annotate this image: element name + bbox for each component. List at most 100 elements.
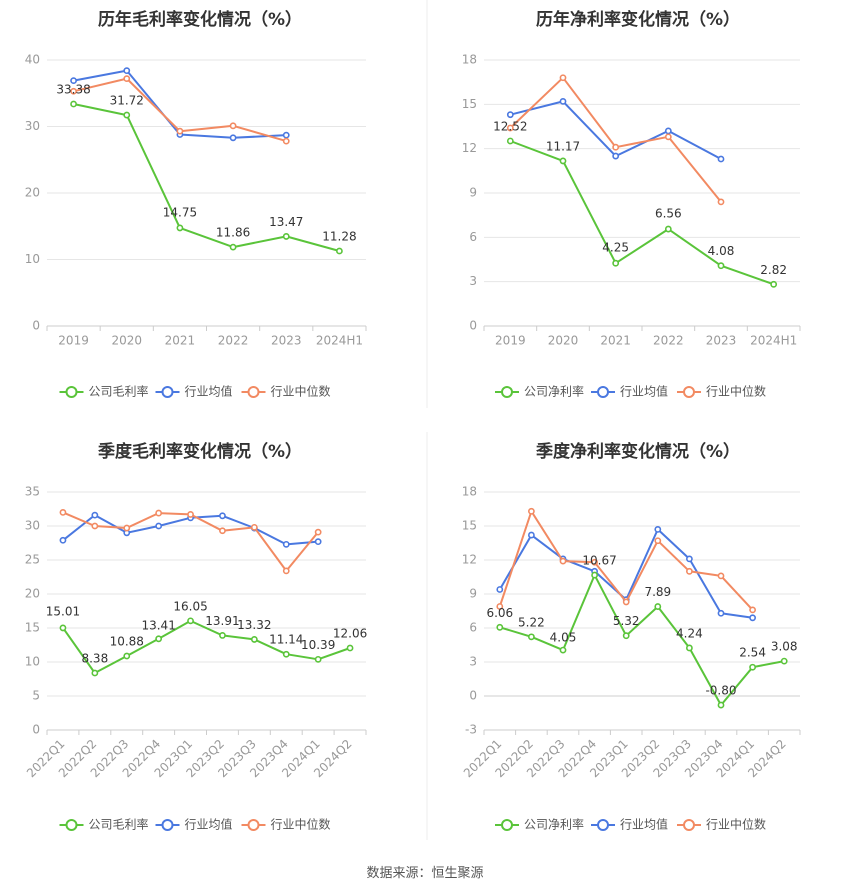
data-point-company bbox=[622, 632, 630, 640]
data-point-industry_median bbox=[250, 523, 258, 531]
legend-marker bbox=[161, 386, 174, 398]
y-tick-label: 9 bbox=[469, 186, 477, 200]
data-label: 4.25 bbox=[602, 241, 629, 255]
data-point-industry_mean bbox=[612, 152, 620, 160]
data-point-industry_mean bbox=[686, 555, 693, 563]
data-label: 10.39 bbox=[301, 638, 335, 652]
data-label: 2.54 bbox=[739, 646, 766, 660]
series-line-company bbox=[73, 103, 340, 252]
data-label: 13.32 bbox=[237, 618, 271, 632]
legend-marker bbox=[683, 819, 695, 831]
data-point-industry_mean bbox=[528, 531, 535, 539]
data-point-company bbox=[528, 633, 535, 641]
series-line-industry_median bbox=[509, 76, 722, 203]
data-label: 11.14 bbox=[269, 633, 303, 647]
y-tick-label: 0 bbox=[469, 689, 477, 703]
legend-marker bbox=[247, 819, 260, 831]
y-tick-label: 6 bbox=[469, 621, 477, 635]
data-point-company bbox=[559, 646, 567, 654]
legend-marker bbox=[597, 386, 609, 398]
data-label: 2.82 bbox=[760, 263, 787, 277]
data-point-industry_mean bbox=[664, 127, 672, 135]
data-point-industry_median bbox=[123, 75, 131, 83]
data-source-note: 数据来源：恒生聚源 bbox=[366, 866, 484, 881]
x-tick-label: 2021 bbox=[600, 334, 631, 348]
legend-item-industry_mean: 行业均值 bbox=[155, 384, 233, 399]
data-label: 10.67 bbox=[582, 554, 616, 568]
chart-title: 历年净利率变化情况（%） bbox=[536, 9, 740, 30]
x-tick-label: 2021 bbox=[165, 334, 196, 348]
legend-label: 公司净利率 bbox=[524, 384, 584, 399]
data-point-company bbox=[780, 657, 788, 665]
data-point-industry_median bbox=[219, 527, 226, 535]
y-tick-label: 6 bbox=[469, 230, 477, 244]
data-point-industry_mean bbox=[123, 67, 131, 75]
x-tick-label: 2022 bbox=[218, 334, 249, 348]
x-tick-label: 2023 bbox=[271, 334, 302, 348]
data-point-industry_mean bbox=[314, 538, 322, 546]
chart-title: 季度毛利率变化情况（%） bbox=[98, 441, 302, 462]
x-tick-label: 2024H1 bbox=[750, 334, 797, 348]
data-point-company bbox=[155, 635, 163, 643]
data-label: 4.24 bbox=[676, 626, 703, 640]
legend-marker bbox=[501, 819, 513, 831]
series-line-company bbox=[499, 574, 785, 707]
data-point-industry_mean bbox=[506, 111, 514, 119]
data-point-company bbox=[282, 233, 290, 240]
legend-label: 行业均值 bbox=[185, 817, 233, 832]
data-point-industry_median bbox=[559, 74, 567, 82]
data-label: 3.08 bbox=[771, 640, 798, 654]
legend-label: 行业中位数 bbox=[706, 817, 766, 832]
series-line-company bbox=[509, 140, 775, 286]
legend-label: 行业均值 bbox=[185, 384, 233, 399]
data-point-industry_mean bbox=[559, 97, 567, 105]
data-point-company bbox=[346, 644, 354, 652]
y-tick-label: 10 bbox=[25, 655, 40, 669]
data-label: 5.22 bbox=[518, 615, 545, 629]
legend-item-industry_median: 行业中位数 bbox=[677, 384, 766, 399]
legend-label: 行业中位数 bbox=[271, 817, 331, 832]
data-point-industry_median bbox=[155, 509, 163, 517]
data-point-company bbox=[91, 669, 99, 677]
y-tick-label: 0 bbox=[32, 319, 40, 333]
data-label: 11.17 bbox=[546, 139, 580, 153]
y-tick-label: 18 bbox=[462, 485, 477, 499]
legend-item-industry_median: 行业中位数 bbox=[677, 817, 766, 832]
legend-label: 行业均值 bbox=[620, 817, 668, 832]
legend-item-industry_median: 行业中位数 bbox=[241, 817, 331, 832]
data-label: 6.06 bbox=[486, 606, 513, 620]
legend-marker bbox=[65, 819, 78, 831]
data-label: 11.28 bbox=[322, 229, 356, 243]
data-label: 14.75 bbox=[163, 205, 197, 219]
data-point-industry_mean bbox=[70, 77, 77, 85]
chart-1: 历年毛利率变化情况（%） 0 10 20 30 40 2019 2020 2021 2022 202… bbox=[25, 9, 367, 399]
x-tick-label: 2019 bbox=[58, 334, 89, 348]
legend-label: 行业中位数 bbox=[706, 384, 766, 399]
data-label: 13.91 bbox=[205, 614, 239, 628]
x-tick-label: 2019 bbox=[495, 334, 526, 348]
data-point-company bbox=[664, 225, 672, 233]
data-point-company bbox=[654, 603, 662, 610]
data-label: 13.41 bbox=[141, 618, 175, 632]
data-label: -0.80 bbox=[705, 684, 736, 698]
y-tick-label: 10 bbox=[25, 252, 40, 266]
data-point-industry_median bbox=[176, 127, 184, 135]
data-point-industry_mean bbox=[219, 512, 226, 520]
legend-item-industry_mean: 行业均值 bbox=[591, 817, 668, 832]
data-point-company bbox=[612, 259, 620, 267]
data-point-company bbox=[336, 247, 343, 255]
legend-label: 公司毛利率 bbox=[89, 384, 149, 399]
data-label: 12.06 bbox=[333, 626, 367, 640]
y-tick-label: 5 bbox=[32, 689, 40, 703]
data-point-company bbox=[187, 617, 194, 625]
y-tick-label: 12 bbox=[462, 553, 477, 567]
data-point-company bbox=[123, 652, 131, 660]
y-tick-label: -3 bbox=[465, 723, 477, 737]
legend-label: 行业中位数 bbox=[271, 384, 331, 399]
legend-marker bbox=[501, 386, 513, 398]
data-point-company bbox=[559, 157, 567, 165]
data-point-industry_median bbox=[528, 507, 535, 515]
y-tick-label: 30 bbox=[25, 119, 40, 133]
data-point-industry_median bbox=[282, 567, 290, 575]
